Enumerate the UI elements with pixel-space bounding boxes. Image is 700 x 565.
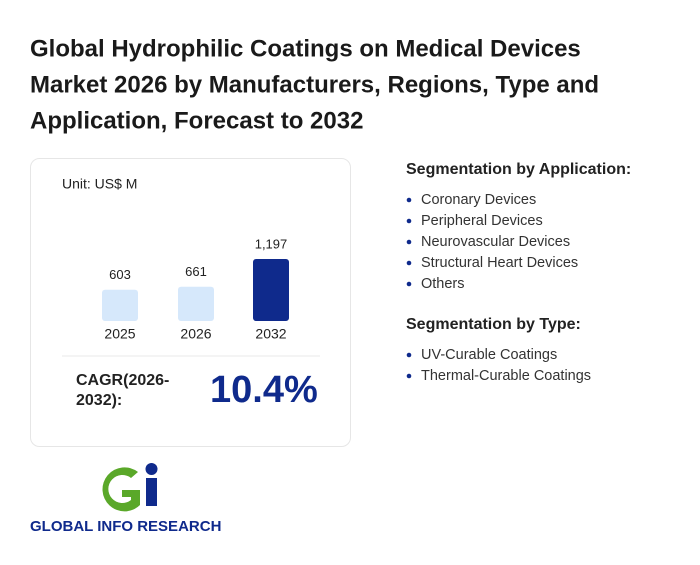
segment-item: Thermal-Curable Coatings [421, 368, 591, 384]
cagr-label: CAGR(2026- [76, 372, 169, 389]
cagr-value: 10.4% [210, 369, 318, 411]
bullet [406, 281, 412, 287]
x-tick-label: 2032 [255, 326, 286, 342]
bar [102, 289, 138, 321]
bar [253, 259, 289, 321]
bullet [406, 352, 412, 358]
logo-text: GLOBAL INFO RESEARCH [30, 518, 221, 535]
value-label: 1,197 [255, 236, 288, 251]
logo: GLOBAL INFO RESEARCH [30, 463, 221, 535]
segment-heading: Segmentation by Type: [406, 316, 581, 333]
segment-item: UV-Curable Coatings [421, 347, 557, 363]
bullet [406, 218, 412, 224]
logo-dot [145, 463, 158, 475]
title-line: Market 2026 by Manufacturers, Regions, T… [30, 71, 599, 98]
bullet [406, 373, 412, 379]
x-tick-label: 2026 [180, 326, 211, 342]
x-tick-label: 2025 [104, 326, 135, 342]
segment-item: Structural Heart Devices [421, 255, 578, 271]
title-line: Global Hydrophilic Coatings on Medical D… [30, 35, 581, 62]
cagr-label: 2032): [76, 392, 122, 409]
title-line: Application, Forecast to 2032 [30, 107, 363, 134]
segment-heading: Segmentation by Application: [406, 161, 631, 178]
segment-item: Others [421, 276, 465, 292]
logo-i [146, 478, 157, 506]
value-label: 603 [109, 267, 131, 282]
segment-item: Peripheral Devices [421, 213, 543, 229]
logo-g [102, 467, 140, 512]
unit-label: Unit: US$ M [62, 176, 137, 192]
bar [178, 286, 214, 321]
value-label: 661 [185, 264, 207, 279]
segment-item: Coronary Devices [421, 192, 536, 208]
bullet [406, 197, 412, 203]
bullet [406, 239, 412, 245]
segment-item: Neurovascular Devices [421, 234, 570, 250]
bullet [406, 260, 412, 266]
